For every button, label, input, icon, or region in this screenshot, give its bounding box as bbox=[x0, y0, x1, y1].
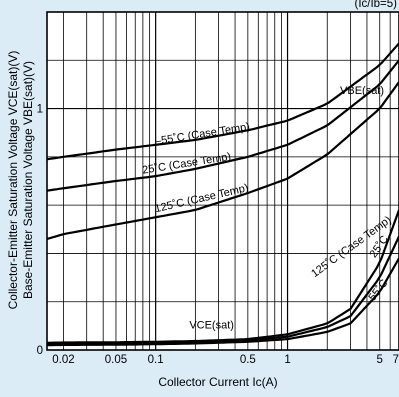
y-axis-label-vce: Collector-Emitter Saturation Voltage VCE… bbox=[6, 51, 20, 310]
x-tick-label: 0.02 bbox=[52, 354, 74, 366]
curve-layer bbox=[46, 42, 399, 347]
series-line-3 bbox=[46, 209, 399, 344]
condition-label: (Ic/Ib=5) bbox=[354, 0, 397, 10]
y-axis-label-vbe: Base-Emitter Saturation Voltage VBE(sat)… bbox=[21, 61, 35, 299]
x-tick-label: 0.5 bbox=[240, 354, 256, 366]
series-line-5 bbox=[46, 257, 399, 347]
x-tick-label: 0.1 bbox=[148, 354, 164, 366]
series-line-4 bbox=[46, 236, 399, 346]
x-tick-label: 5 bbox=[377, 354, 383, 366]
x-tick-label: 7 bbox=[393, 354, 399, 366]
plot-frame bbox=[46, 11, 399, 351]
x-tick-label: 0.05 bbox=[105, 354, 127, 366]
y-tick-label: 0 bbox=[37, 345, 43, 357]
tick-layer: 0.02 0.05 0.1 0.5 1 5 7 0 1 bbox=[37, 104, 399, 366]
x-axis-label: Collector Current Ic(A) bbox=[158, 375, 277, 389]
grid-layer bbox=[47, 12, 399, 350]
x-tick-label: 1 bbox=[284, 354, 290, 366]
series-line-2 bbox=[46, 81, 399, 240]
curve-annotation: VCE(sat) bbox=[189, 319, 234, 331]
series-line-1 bbox=[46, 59, 399, 192]
plot-background bbox=[47, 12, 399, 350]
y-tick-label: 1 bbox=[37, 104, 43, 116]
series-line-0 bbox=[46, 42, 399, 161]
curve-annotation: VBE(sat) bbox=[340, 85, 384, 97]
